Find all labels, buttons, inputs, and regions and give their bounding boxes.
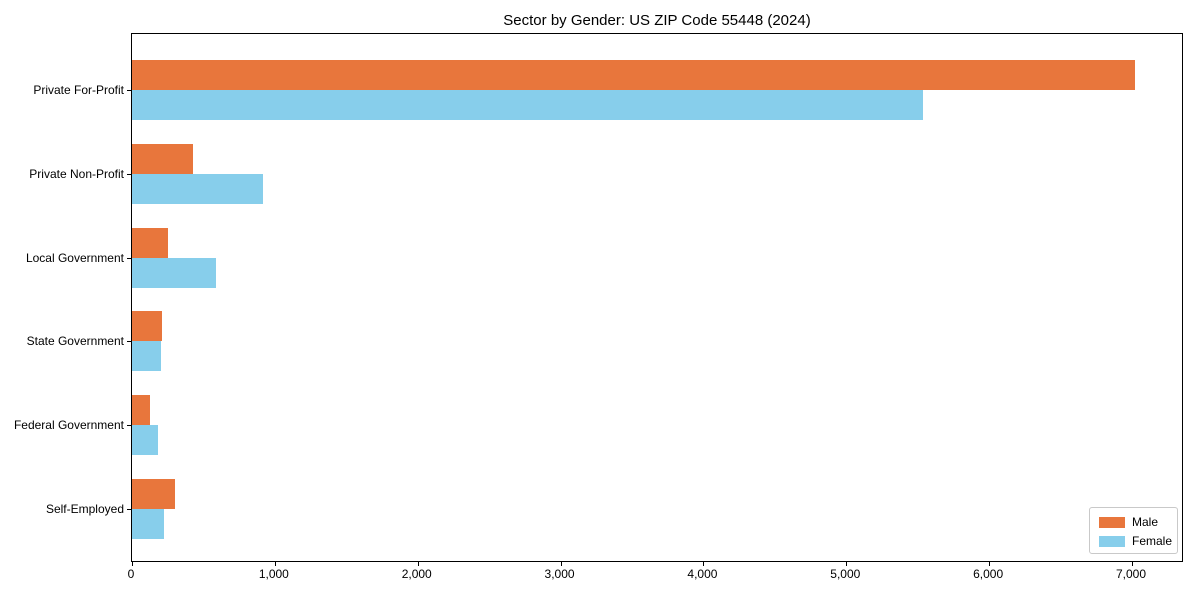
y-tick-mark xyxy=(127,90,131,91)
y-tick-label: State Government xyxy=(26,334,124,349)
y-tick-mark xyxy=(127,341,131,343)
x-tick-label: 6,000 xyxy=(973,567,1004,581)
y-tick-label: Local Government xyxy=(25,250,124,265)
x-tick-mark xyxy=(846,562,848,566)
male-legend-label: Male xyxy=(1132,515,1159,529)
x-tick-label: 7,000 xyxy=(1115,567,1147,581)
bar-male-0 xyxy=(132,60,1135,90)
y-tick-mark xyxy=(127,257,131,259)
legend-entry-male: Male xyxy=(1099,515,1177,529)
y-tick-mark xyxy=(127,425,131,427)
y-tick-mark xyxy=(127,509,131,510)
x-tick-mark xyxy=(703,562,705,566)
bar-female-0 xyxy=(132,90,924,120)
x-tick-label: 0 xyxy=(127,567,135,581)
plot-area: Private For-Profit Private Non-Profit Loca… xyxy=(14,33,1183,566)
x-tick-mark xyxy=(274,562,276,566)
bar-male-3 xyxy=(132,311,162,342)
x-tick-mark xyxy=(560,562,562,566)
bar-male-4 xyxy=(132,395,150,426)
y-tick-mark xyxy=(127,173,131,175)
x-tick-label: 2,000 xyxy=(401,567,432,581)
y-tick-label: Private Non-Profit xyxy=(29,166,124,181)
bar-male-5 xyxy=(132,479,175,509)
legend-entry-female: Female xyxy=(1099,534,1177,548)
bar-male-1 xyxy=(132,143,194,174)
female-legend-swatch xyxy=(1099,535,1125,547)
x-tick-mark xyxy=(989,562,991,566)
x-tick-mark xyxy=(1132,562,1133,566)
bar-female-5 xyxy=(132,509,165,539)
x-tick-label: 5,000 xyxy=(830,567,861,581)
chart-title: Sector by Gender: US ZIP Code 55448 (202… xyxy=(503,12,811,29)
y-tick-label: Self-Employed xyxy=(45,502,124,516)
bar-female-1 xyxy=(132,173,263,204)
bar-female-4 xyxy=(132,425,158,456)
bar-female-2 xyxy=(132,257,217,288)
x-tick-label: 1,000 xyxy=(258,567,289,581)
y-tick-label: Federal Government xyxy=(13,418,124,433)
x-tick-label: 3,000 xyxy=(544,567,575,581)
male-legend-swatch xyxy=(1099,516,1125,528)
bar-female-3 xyxy=(132,341,161,372)
female-legend-label: Female xyxy=(1132,534,1173,548)
legend: Male Female xyxy=(1089,507,1178,554)
x-tick-mark xyxy=(417,562,419,566)
y-tick-label: Private For-Profit xyxy=(33,83,124,97)
bar-male-2 xyxy=(132,227,168,258)
x-tick-label: 4,000 xyxy=(687,567,718,581)
x-tick-mark xyxy=(132,562,133,566)
